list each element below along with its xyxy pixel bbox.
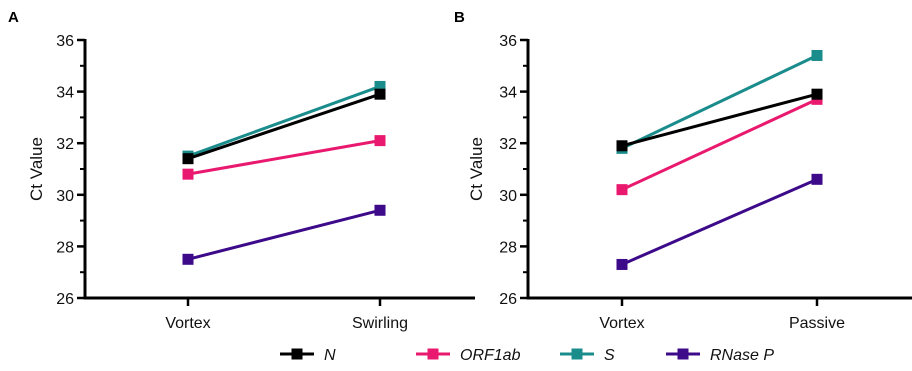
series-rnase-p — [182, 204, 386, 265]
series-line — [621, 92, 818, 148]
y-tick-label: 28 — [499, 239, 517, 256]
legend-item-rnase-p: RNase P — [666, 347, 774, 364]
y-tick-label: 32 — [499, 136, 517, 153]
legend-item-n: N — [280, 347, 336, 364]
legend-marker — [571, 348, 583, 360]
data-point — [811, 49, 823, 61]
data-point — [374, 88, 386, 100]
y-axis-title: Ct Value — [467, 137, 486, 201]
legend-label: ORF1ab — [460, 347, 521, 364]
y-tick-label: 28 — [56, 239, 74, 256]
series-line — [621, 54, 818, 150]
y-tick-label: 30 — [499, 188, 517, 205]
series-rnase-p — [616, 173, 823, 270]
data-point — [182, 153, 194, 165]
legend-marker — [291, 348, 303, 360]
legend: N ORF1ab S RNase P — [280, 347, 774, 364]
legend-label: S — [604, 347, 615, 364]
x-tick-label: Vortex — [599, 315, 644, 332]
y-tick-label: 34 — [499, 85, 517, 102]
y-tick-label: 36 — [56, 33, 74, 50]
chart-panel-A: A 26 28 30 32 34 36 Vortex Swirling Ct Value — [8, 9, 475, 332]
series-line — [187, 92, 381, 161]
data-point — [182, 168, 194, 180]
data-point — [616, 258, 628, 270]
x-tick-label: Vortex — [165, 315, 210, 332]
data-point — [616, 184, 628, 196]
series-orf1ab — [182, 135, 386, 180]
y-tick-label: 30 — [56, 188, 74, 205]
data-point — [374, 135, 386, 147]
data-point — [182, 253, 194, 265]
x-tick-label: Swirling — [352, 315, 408, 332]
series-n — [182, 88, 386, 165]
y-axis-title: Ct Value — [27, 137, 46, 201]
panel-label: B — [454, 9, 465, 26]
series-line — [187, 85, 381, 158]
legend-item-orf1ab: ORF1ab — [416, 347, 521, 364]
chart-panel-B: B 26 28 30 32 34 36 Vortex Passive Ct Value — [454, 9, 912, 332]
series-line — [187, 208, 381, 261]
legend-label: N — [324, 347, 336, 364]
legend-item-s: S — [560, 347, 615, 364]
x-tick-label: Passive — [789, 315, 845, 332]
data-point — [616, 140, 628, 152]
y-tick-label: 26 — [56, 291, 74, 308]
series-line — [621, 97, 818, 192]
legend-label: RNase P — [710, 347, 774, 364]
panel-label: A — [8, 9, 19, 26]
data-point — [811, 173, 823, 185]
y-tick-label: 26 — [499, 291, 517, 308]
y-tick-label: 34 — [56, 85, 74, 102]
y-tick-label: 32 — [56, 136, 74, 153]
series-line — [187, 139, 381, 176]
y-tick-label: 36 — [499, 33, 517, 50]
legend-marker — [677, 348, 689, 360]
series-orf1ab — [616, 93, 823, 196]
data-point — [374, 80, 386, 92]
data-point — [374, 204, 386, 216]
data-point — [811, 88, 823, 100]
legend-marker — [427, 348, 439, 360]
series-n — [616, 88, 823, 152]
series-line — [621, 177, 818, 266]
